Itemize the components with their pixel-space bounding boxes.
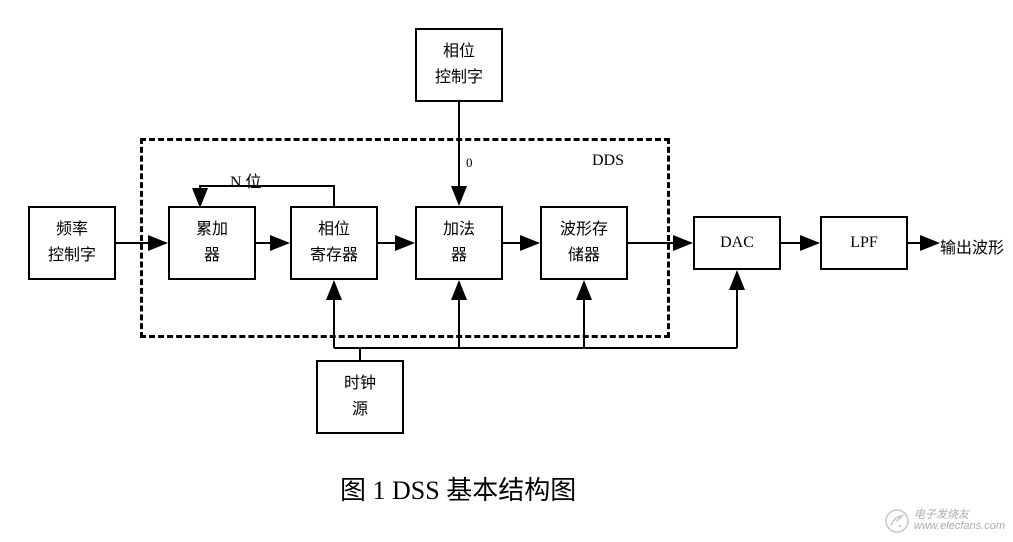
node-label: 频率 — [56, 217, 88, 243]
node-label: DAC — [720, 230, 754, 256]
node-accumulator: 累加 器 — [168, 206, 256, 280]
node-phase-reg: 相位 寄存器 — [290, 206, 378, 280]
figure-caption: 图 1 DSS 基本结构图 — [340, 470, 576, 507]
node-dac: DAC — [693, 216, 781, 270]
node-label: 加法 — [443, 217, 475, 243]
node-wave-mem: 波形存 储器 — [540, 206, 628, 280]
node-label: 时钟 — [344, 371, 376, 397]
node-label: 源 — [352, 397, 368, 423]
label-zero: 0 — [466, 155, 473, 171]
node-clock: 时钟 源 — [316, 360, 404, 434]
node-label: 器 — [451, 243, 467, 269]
node-adder: 加法 器 — [415, 206, 503, 280]
node-label: 储器 — [568, 243, 600, 269]
node-label: 器 — [204, 243, 220, 269]
node-freq-ctrl: 频率 控制字 — [28, 206, 116, 280]
node-phase-ctrl: 相位 控制字 — [415, 28, 503, 102]
node-label: LPF — [850, 230, 878, 256]
label-nbit: N 位 — [230, 168, 262, 192]
node-label: 累加 — [196, 217, 228, 243]
watermark-url: www.elecfans.com — [914, 521, 1005, 532]
node-label: 控制字 — [48, 243, 96, 269]
node-label: 相位 — [443, 39, 475, 65]
label-dds: DDS — [592, 152, 624, 170]
label-output: 输出波形 — [940, 234, 1004, 258]
watermark: 电子发烧友 www.elecfans.com — [884, 508, 1005, 534]
node-lpf: LPF — [820, 216, 908, 270]
watermark-icon — [884, 508, 910, 534]
node-label: 控制字 — [435, 65, 483, 91]
node-label: 波形存 — [560, 217, 608, 243]
node-label: 相位 — [318, 217, 350, 243]
node-label: 寄存器 — [310, 243, 358, 269]
